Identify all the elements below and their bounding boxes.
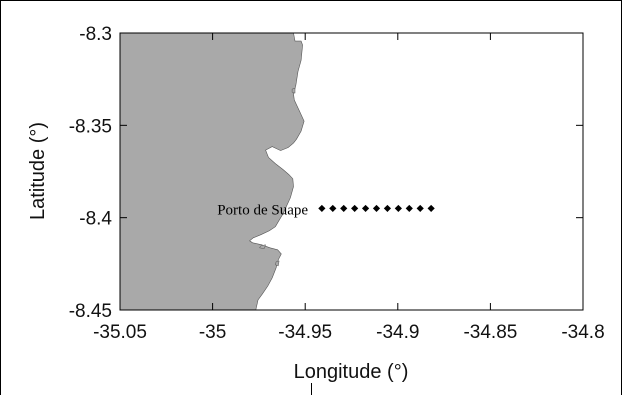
y-tick-label: -8.45 (69, 301, 112, 322)
station-point (351, 204, 359, 213)
station-point (318, 204, 326, 213)
station-point (394, 204, 402, 213)
island-3 (259, 244, 266, 249)
outer-frame-divider (311, 383, 312, 395)
station-point (372, 204, 381, 213)
y-tick-label: -8.35 (69, 116, 112, 137)
y-axis-title: Latitude (°) (27, 122, 49, 220)
station-point (383, 204, 392, 213)
station-point (361, 204, 370, 213)
annotation-layer: Porto de Suape (217, 202, 308, 218)
land-mass (119, 32, 305, 311)
x-tick-label: -34.95 (278, 322, 332, 343)
outer-frame-left (0, 0, 1, 395)
station-point (427, 204, 435, 213)
tick-layer: -35.05 -35 -34.95 -34.9 -34.85 -34.8 -8.3 -8.35… (69, 24, 605, 343)
x-axis-title: Longitude (°) (294, 361, 409, 383)
y-tick-label: -8.3 (79, 24, 112, 45)
station-points (318, 204, 435, 213)
x-tick-label: -34.9 (376, 322, 419, 343)
station-point (340, 204, 348, 213)
outer-frame-top (0, 0, 622, 1)
x-tick-label: -34.8 (561, 322, 604, 343)
x-tick-label: -35.05 (93, 322, 147, 343)
station-point (329, 204, 337, 213)
x-tick-label: -35 (199, 322, 226, 343)
island-1 (291, 87, 296, 94)
y-tick-label: -8.4 (79, 209, 112, 230)
plot-border (119, 32, 584, 311)
x-tick-label: -34.85 (463, 322, 517, 343)
place-label: Porto de Suape (217, 202, 308, 218)
station-point (405, 204, 413, 213)
island-2 (275, 260, 280, 267)
land-layer (119, 32, 305, 311)
station-point (416, 204, 424, 213)
